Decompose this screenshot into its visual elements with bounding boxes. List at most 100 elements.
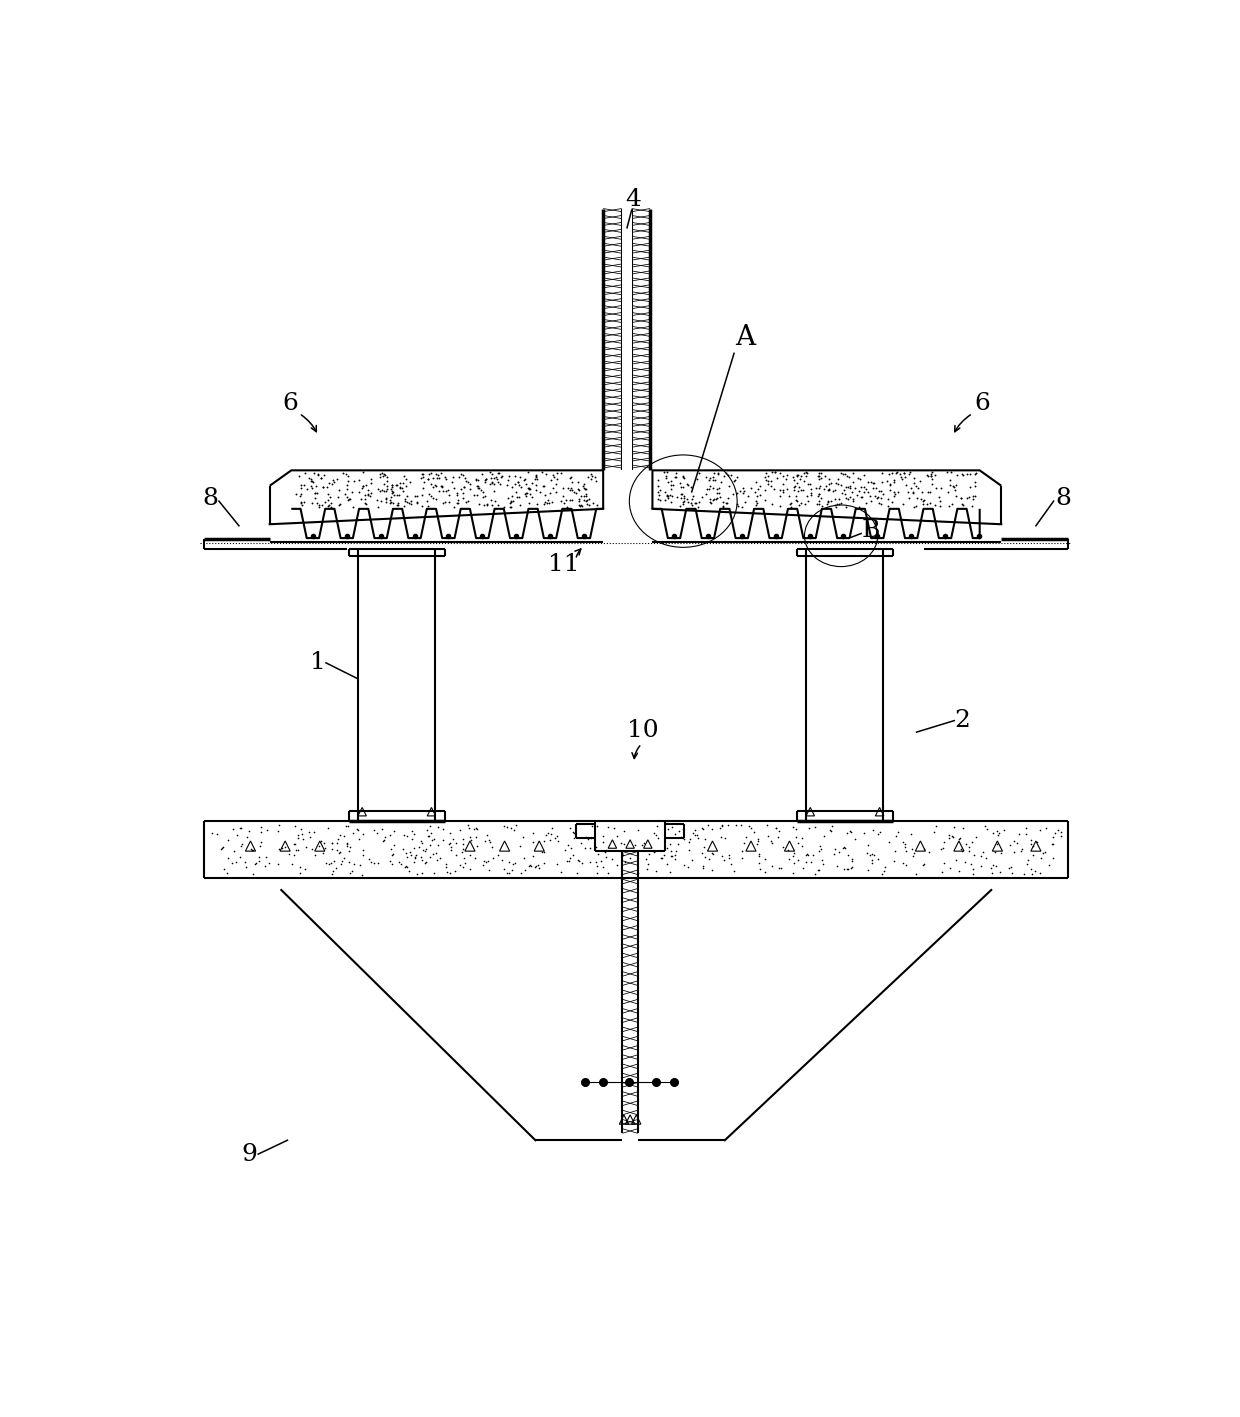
Point	[435, 465, 455, 487]
Point	[678, 490, 698, 513]
Point	[428, 463, 448, 486]
Point	[658, 818, 678, 840]
Point	[858, 480, 878, 503]
Point	[1018, 849, 1038, 871]
Point	[593, 825, 613, 847]
Point	[899, 480, 919, 503]
Point	[1029, 819, 1049, 842]
Point	[407, 845, 427, 867]
Point	[765, 461, 785, 483]
Point	[870, 486, 890, 509]
Point	[924, 820, 944, 843]
Point	[748, 478, 768, 500]
Point	[231, 835, 250, 857]
Point	[782, 862, 802, 884]
Point	[811, 462, 831, 485]
Point	[361, 850, 381, 873]
Point	[945, 478, 965, 500]
Point	[500, 496, 520, 519]
Point	[711, 486, 730, 509]
Point	[903, 845, 923, 867]
Point	[668, 832, 688, 854]
Point	[472, 480, 492, 503]
Point	[823, 479, 843, 502]
Point	[291, 490, 311, 513]
Point	[603, 847, 622, 870]
Point	[950, 828, 970, 850]
Point	[649, 487, 668, 510]
Point	[453, 832, 472, 854]
Point	[675, 490, 694, 513]
Point	[949, 860, 968, 883]
Point	[724, 860, 744, 883]
Point	[684, 818, 704, 840]
Point	[322, 863, 342, 886]
Point	[833, 463, 853, 486]
Point	[356, 493, 376, 516]
Point	[644, 840, 663, 863]
Point	[836, 496, 856, 519]
Point	[479, 859, 498, 881]
Point	[361, 485, 381, 507]
Point	[960, 476, 980, 499]
Point	[821, 490, 841, 513]
Point	[702, 859, 722, 881]
Point	[412, 862, 432, 884]
Point	[738, 485, 758, 507]
Point	[794, 462, 813, 485]
Point	[373, 480, 393, 503]
Point	[965, 463, 985, 486]
Point	[319, 495, 339, 517]
Point	[432, 462, 451, 485]
Point	[766, 816, 786, 839]
Point	[560, 837, 580, 860]
Point	[319, 472, 339, 495]
Point	[358, 482, 378, 504]
Point	[796, 465, 816, 487]
Point	[482, 472, 502, 495]
Point	[748, 833, 768, 856]
Point	[283, 853, 303, 876]
Point	[207, 823, 227, 846]
Point	[355, 492, 374, 514]
Point	[808, 485, 828, 507]
Point	[895, 836, 915, 859]
Point	[951, 487, 971, 510]
Point	[572, 495, 591, 517]
Point	[382, 853, 402, 876]
Point	[294, 473, 314, 496]
Point	[391, 472, 410, 495]
Point	[250, 830, 270, 853]
Point	[904, 842, 924, 864]
Point	[425, 487, 445, 510]
Point	[309, 463, 329, 486]
Point	[570, 495, 590, 517]
Point	[908, 476, 928, 499]
Point	[358, 483, 378, 506]
Point	[966, 461, 986, 483]
Point	[849, 480, 869, 503]
Point	[384, 833, 404, 856]
Point	[670, 495, 689, 517]
Point	[787, 472, 807, 495]
Point	[577, 485, 596, 507]
Point	[720, 465, 740, 487]
Point	[348, 819, 368, 842]
Point	[516, 473, 536, 496]
Point	[614, 833, 634, 856]
Point	[560, 476, 580, 499]
Point	[784, 479, 804, 502]
Point	[577, 489, 596, 512]
Text: 2: 2	[955, 708, 971, 733]
Point	[312, 493, 332, 516]
Point	[673, 485, 693, 507]
Point	[919, 465, 939, 487]
Point	[299, 468, 319, 490]
Point	[723, 482, 743, 504]
Point	[538, 492, 558, 514]
Point	[655, 845, 675, 867]
Point	[914, 853, 934, 876]
Point	[321, 852, 341, 874]
Point	[693, 854, 713, 877]
Point	[365, 819, 384, 842]
